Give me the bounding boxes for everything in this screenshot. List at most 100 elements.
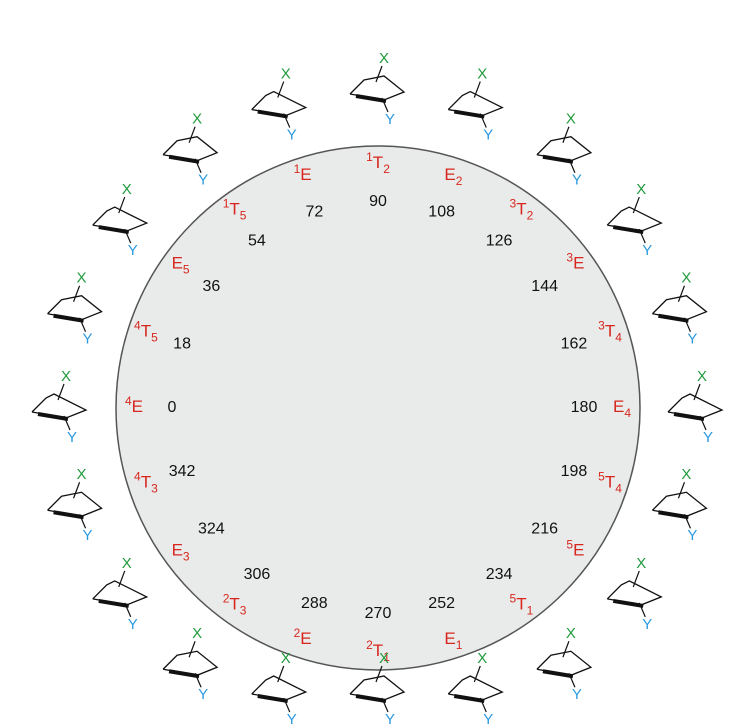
substituent-x: X xyxy=(281,650,291,667)
ring-front-edge xyxy=(257,694,289,703)
conformer-molecule: XY xyxy=(349,650,406,728)
label-sup: 5 xyxy=(510,592,517,606)
ring-front-edge xyxy=(168,669,200,679)
bond-x xyxy=(562,126,570,143)
conformer-label: 2T3 xyxy=(223,592,247,618)
angle-number: 180 xyxy=(571,399,598,416)
label-base: E xyxy=(172,541,183,560)
bond-x xyxy=(375,65,383,83)
label-base: T xyxy=(229,595,239,614)
bond-y xyxy=(63,415,71,431)
substituent-y: Y xyxy=(642,616,652,633)
bond-x xyxy=(693,383,701,401)
angle-number: 90 xyxy=(369,193,387,210)
conformer-label: 3T4 xyxy=(598,319,622,345)
substituent-y: Y xyxy=(67,429,77,446)
conformer-label: E5 xyxy=(172,254,190,277)
angle-number: 252 xyxy=(428,595,455,612)
label-sub: 4 xyxy=(624,406,631,420)
conformer-label: E1 xyxy=(444,630,462,653)
label-sup: 5 xyxy=(566,538,573,552)
substituent-x: X xyxy=(636,555,646,572)
ring-front-edge xyxy=(453,109,485,119)
label-sup: 3 xyxy=(566,251,573,265)
conformer-label: 5T1 xyxy=(510,592,534,618)
angle-number: 288 xyxy=(301,595,328,612)
substituent-x: X xyxy=(379,50,389,67)
bond-x xyxy=(73,482,81,499)
angle-number: 0 xyxy=(168,399,177,416)
substituent-x: X xyxy=(122,555,132,572)
substituent-x: X xyxy=(477,650,487,667)
label-sub: 5 xyxy=(240,209,247,223)
conformer-label: 1T5 xyxy=(223,197,247,223)
conformer-molecule: XY xyxy=(667,368,724,446)
ring-front-edge xyxy=(98,598,130,608)
bond-y xyxy=(683,317,691,332)
label-base: T xyxy=(229,200,239,219)
label-sub: 1 xyxy=(527,604,534,618)
ring-front-edge xyxy=(53,510,84,520)
conformer-molecule: XY xyxy=(349,50,406,128)
angle-number: 72 xyxy=(305,203,323,220)
label-base: E xyxy=(573,541,584,560)
bond-y xyxy=(79,514,87,529)
label-base: E xyxy=(444,165,455,184)
label-sub: 2 xyxy=(456,174,463,188)
label-sub: 3 xyxy=(183,550,190,564)
angle-number: 54 xyxy=(248,233,266,250)
label-sub: 2 xyxy=(527,209,534,223)
bond-y xyxy=(683,514,691,529)
substituent-y: Y xyxy=(128,242,138,259)
conformer-label: E3 xyxy=(172,541,190,564)
conformer-molecule: XY xyxy=(92,181,149,259)
angle-number: 324 xyxy=(198,520,225,537)
ring-front-edge xyxy=(355,94,387,103)
bond-x xyxy=(73,285,81,302)
ring-front-edge xyxy=(612,225,644,235)
label-base: E xyxy=(172,254,183,273)
conformer-label: E2 xyxy=(444,165,462,188)
bond-y xyxy=(283,113,291,128)
wheel-circle xyxy=(115,145,641,671)
bond-x xyxy=(632,196,640,214)
bond-x xyxy=(562,641,570,658)
ring-front-edge xyxy=(53,313,84,323)
bond-y xyxy=(283,697,291,713)
ring-front-edge xyxy=(37,412,69,421)
conformer-label: 2T1 xyxy=(366,638,390,664)
conformer-label: E4 xyxy=(613,397,631,420)
substituent-y: Y xyxy=(128,616,138,633)
angle-number: 270 xyxy=(365,605,392,622)
bond-x xyxy=(632,570,640,588)
label-base: T xyxy=(605,322,615,341)
angle-number: 144 xyxy=(531,278,558,295)
substituent-y: Y xyxy=(483,711,493,728)
substituent-y: Y xyxy=(198,172,208,189)
substituent-x: X xyxy=(681,466,691,483)
bond-x xyxy=(277,665,285,683)
bond-y xyxy=(638,602,646,618)
bond-y xyxy=(479,113,487,128)
bond-x xyxy=(188,641,196,658)
conformer-label: 4T3 xyxy=(134,470,158,496)
bond-y xyxy=(479,697,487,713)
conformer-molecule: XY xyxy=(651,466,708,544)
label-base: T xyxy=(516,595,526,614)
bond-x xyxy=(57,383,65,401)
bond-x xyxy=(473,665,481,683)
bond-y xyxy=(381,97,389,113)
label-sub: 3 xyxy=(151,482,158,496)
substituent-y: Y xyxy=(703,429,713,446)
conformer-molecule: XY xyxy=(651,270,708,348)
angle-number: 216 xyxy=(531,520,558,537)
substituent-x: X xyxy=(566,625,576,642)
label-sup: 3 xyxy=(598,319,605,333)
bond-x xyxy=(188,126,196,143)
conformer-label: 4E xyxy=(125,394,143,416)
angle-number: 108 xyxy=(428,203,455,220)
label-sub: 1 xyxy=(383,650,390,664)
angle-number: 36 xyxy=(202,278,220,295)
conformer-label: 3E xyxy=(566,251,584,273)
